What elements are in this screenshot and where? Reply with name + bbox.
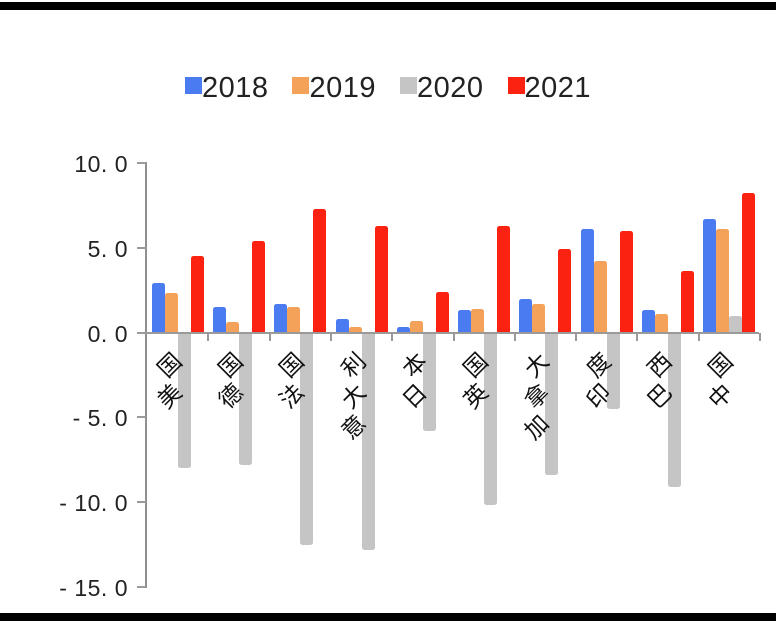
bar-germany-2019 [225,322,239,333]
x-tick-mark [207,333,210,341]
bar-germany-2020 [238,332,252,465]
y-tick-mark [137,331,146,334]
bar-italy-2018 [335,318,349,333]
y-tick-label: - 10. 0 [59,490,128,517]
bar-brazil-2019 [655,313,668,333]
legend-item-2020: 2020 [400,74,484,103]
y-tick-label: 0. 0 [87,320,128,347]
bar-brazil-2020 [668,332,681,487]
x-tick-mark [391,333,394,341]
bar-uk-2019 [471,308,485,333]
legend: 2018 2019 2020 2021 [0,74,776,103]
x-tick-mark [697,333,700,341]
bar-uk-2021 [497,225,511,333]
bar-japan-2020 [422,332,436,431]
bar-india-2021 [619,230,633,333]
bar-france-2021 [313,208,327,333]
bar-canada-2020 [545,332,559,475]
x-tick-mark [268,333,271,341]
legend-item-2019: 2019 [292,74,376,103]
x-label-canada: 大拿加 [520,348,555,445]
x-axis-line [145,331,759,334]
y-tick-label: 5. 0 [87,235,128,262]
bar-uk-2020 [484,332,498,506]
bar-china-2019 [716,229,730,333]
bar-usa-2020 [177,332,191,469]
x-label-france: 国法 [275,348,310,414]
bar-india-2019 [593,261,607,333]
legend-swatch-2019-icon [292,77,310,94]
x-tick-mark [636,333,639,341]
x-label-germany: 国德 [213,348,248,414]
bar-italy-2020 [361,332,375,550]
bar-usa-2021 [190,256,204,333]
bar-china-2018 [703,218,717,333]
legend-label: 2021 [524,72,592,104]
legend-label: 2019 [309,72,376,104]
x-tick-mark [329,333,332,341]
y-tick-mark [137,161,146,164]
y-tick-mark [137,416,146,419]
y-tick-mark [137,246,146,249]
x-label-char: 中 [703,378,739,414]
bar-brazil-2021 [681,271,694,333]
y-tick-label: - 15. 0 [59,574,128,601]
x-label-japan: 本日 [397,348,432,414]
x-tick-mark [759,333,761,341]
x-label-brazil: 西巴 [642,348,677,414]
bar-japan-2018 [396,327,410,333]
x-tick-mark [452,333,455,341]
bar-usa-2019 [164,293,178,333]
legend-item-2021: 2021 [507,72,592,104]
bar-germany-2018 [212,307,226,333]
bar-germany-2021 [251,240,265,333]
bar-usa-2018 [151,283,165,333]
bar-uk-2018 [458,310,472,333]
legend-swatch-2021-icon [507,77,525,94]
x-tick-mark [575,333,578,341]
legend-item-2018: 2018 [184,72,269,104]
legend-label: 2018 [201,72,269,104]
x-label-india: 度印 [581,348,616,414]
x-label-china: 国中 [704,348,739,414]
y-tick-label: 10. 0 [74,150,128,177]
bar-canada-2021 [558,249,572,333]
y-tick-mark [137,585,146,588]
x-label-uk: 国英 [458,348,493,414]
bar-india-2020 [606,332,620,409]
bar-japan-2021 [435,291,449,333]
bar-france-2018 [274,303,288,333]
bar-brazil-2018 [642,310,655,333]
bar-canada-2018 [519,298,533,333]
bar-india-2018 [580,229,594,333]
y-tick-mark [137,501,146,504]
y-tick-label: - 5. 0 [72,405,128,432]
bar-japan-2019 [409,320,423,333]
x-label-usa: 国美 [152,348,187,414]
y-axis-line [145,162,147,588]
bar-canada-2019 [532,303,546,333]
bar-italy-2019 [348,327,362,333]
bar-china-2021 [742,193,756,333]
bar-france-2019 [287,307,301,333]
bottom-border-bar [0,613,776,621]
x-label-italy: 利大意 [336,348,371,445]
bar-france-2020 [300,332,314,545]
legend-swatch-2018-icon [184,77,202,94]
bar-italy-2021 [374,225,388,333]
top-border-bar [0,2,776,10]
legend-swatch-2020-icon [400,77,417,94]
x-tick-mark [513,333,516,341]
bar-china-2020 [729,315,743,333]
legend-label: 2020 [417,72,484,104]
